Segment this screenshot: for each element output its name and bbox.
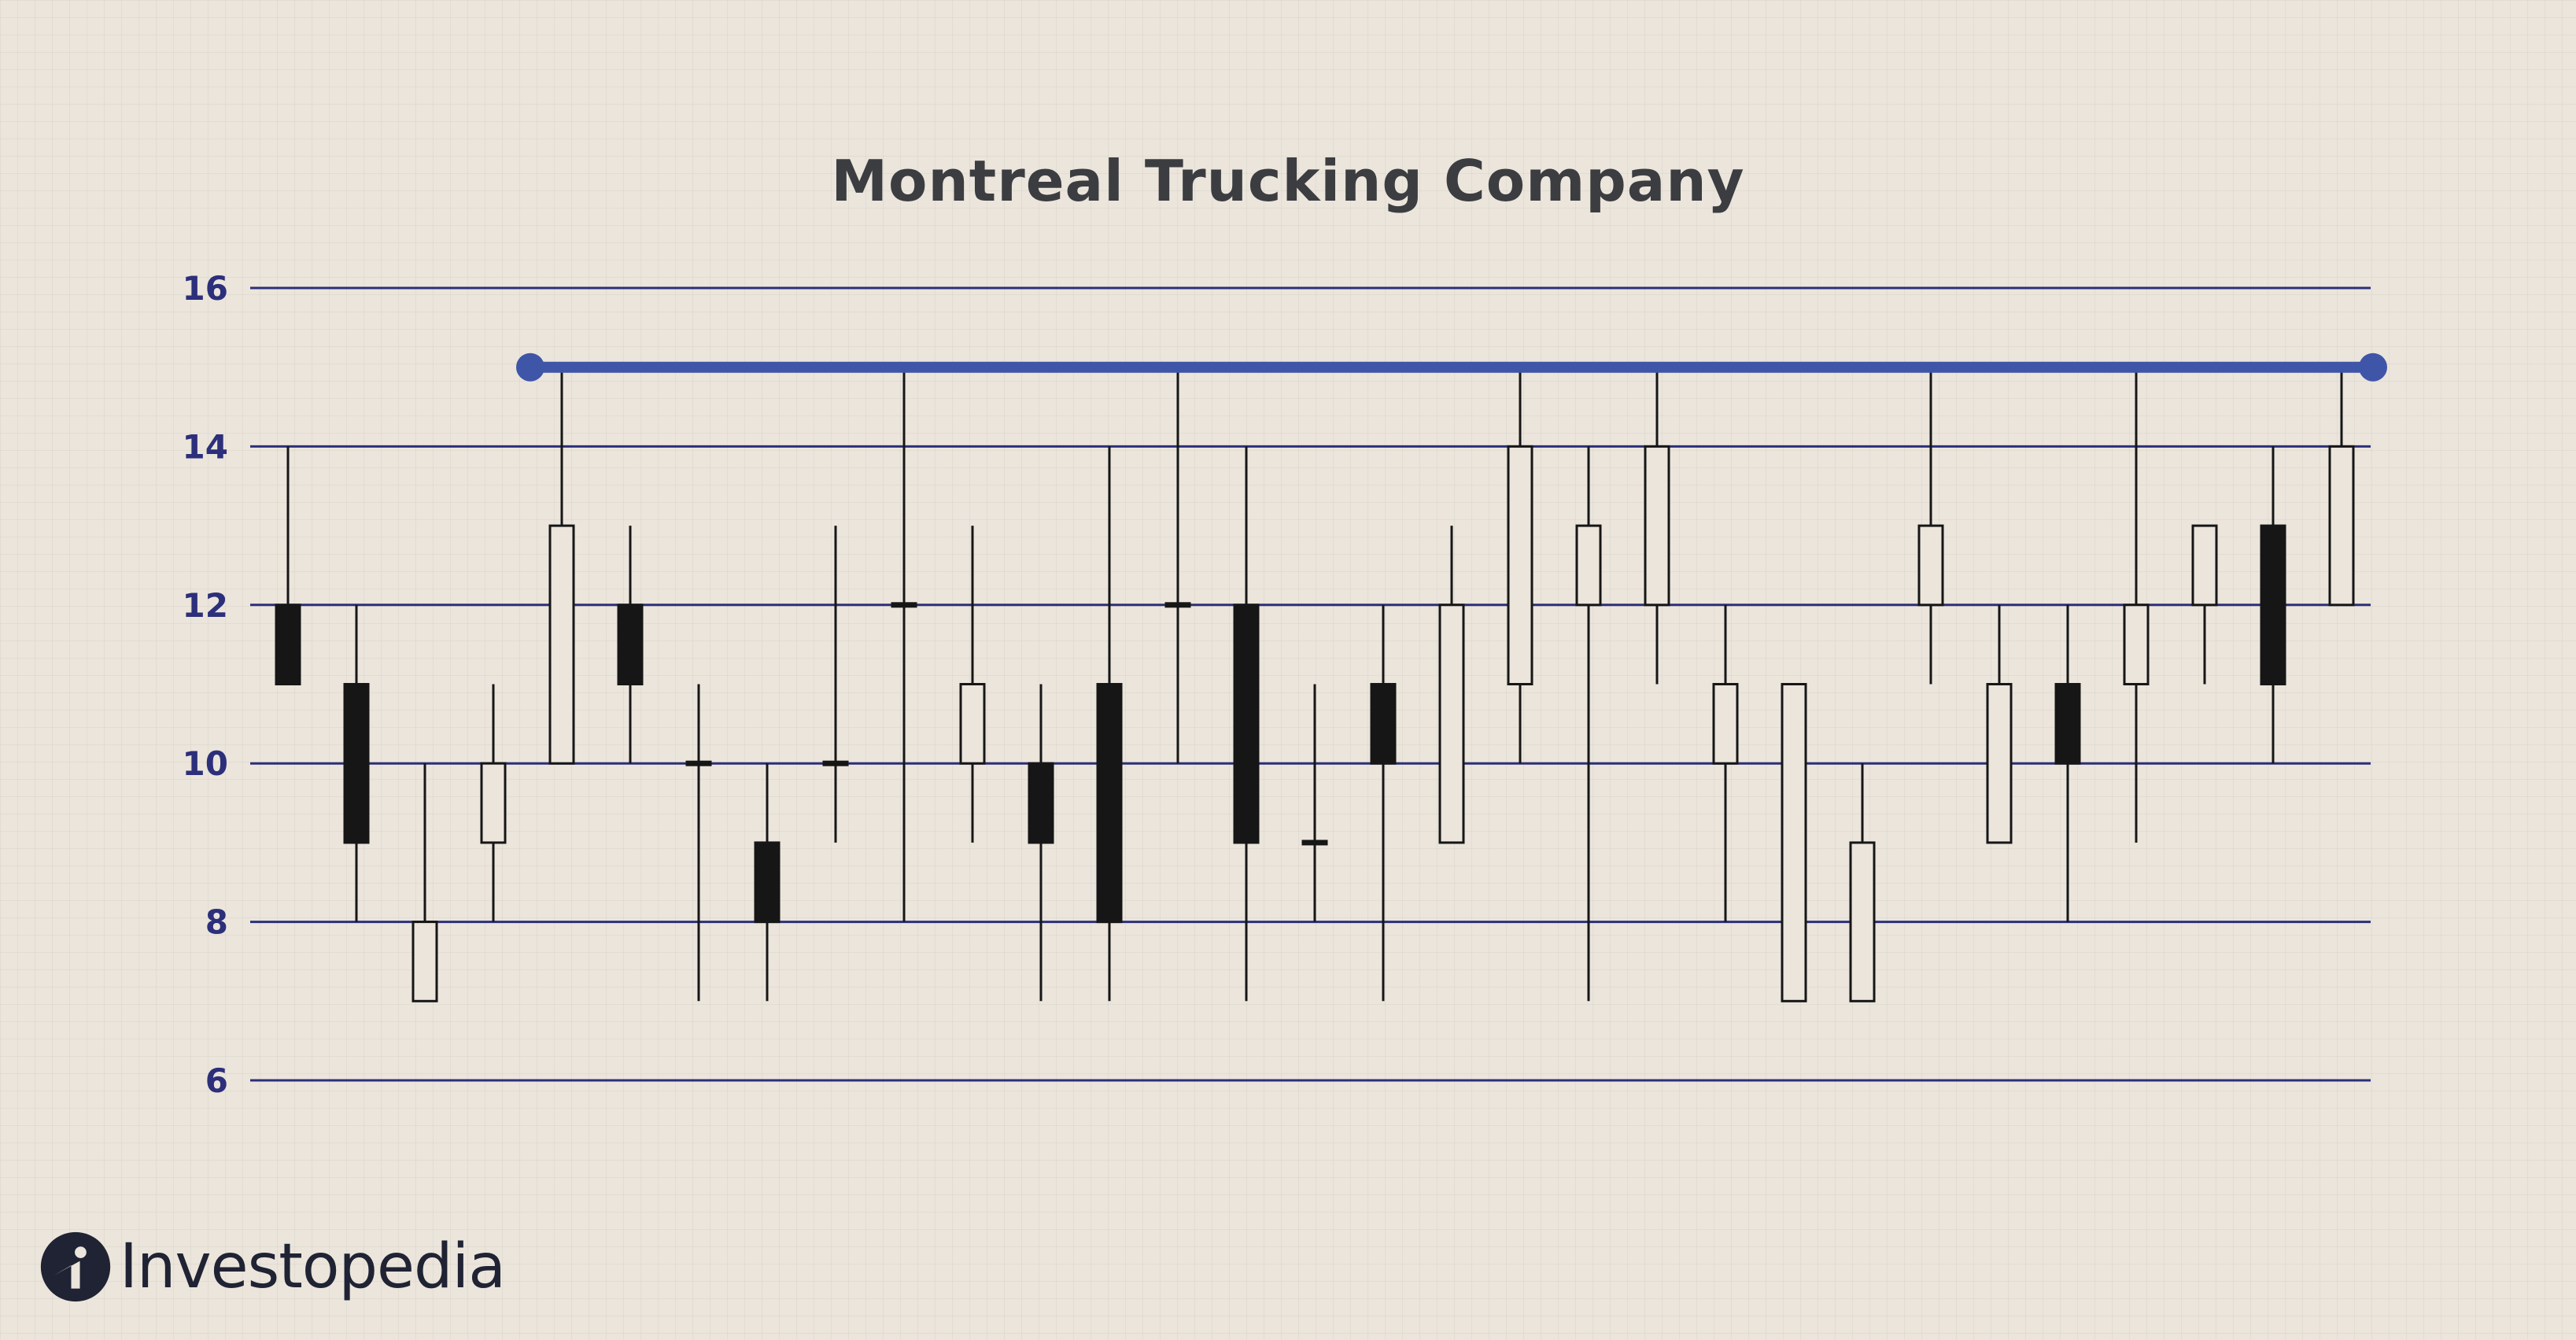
candle-15 (1233, 446, 1260, 1002)
candle-28 (2123, 367, 2150, 843)
candle-body-bullish (1438, 604, 1465, 844)
candle-body-bearish (1233, 604, 1260, 844)
y-tick-label-16: 16 (183, 269, 228, 308)
y-tick-label-12: 12 (183, 586, 228, 625)
candle-body-bullish (1575, 524, 1602, 607)
candle-11 (959, 526, 986, 843)
candle-body-bullish (1849, 841, 1876, 1002)
candle-body-bearish (275, 604, 301, 685)
candle-5 (548, 367, 575, 765)
candle-body-bullish (1507, 445, 1533, 686)
candle-18 (1438, 526, 1465, 844)
candle-body-bearish (2260, 524, 2286, 685)
candle-16 (1301, 684, 1328, 922)
candle-6 (617, 526, 644, 764)
candle-body-bearish (1370, 683, 1397, 765)
candle-7 (685, 684, 712, 1002)
candle-body-bullish (480, 762, 507, 844)
candle-body-bearish (2054, 683, 2081, 765)
y-axis-ticks: 6 8 10 12 14 16 (183, 269, 228, 1100)
candle-21 (1644, 367, 1670, 685)
candle-10 (891, 367, 917, 922)
candle-4 (480, 684, 507, 922)
candle-body-bullish (1781, 683, 1807, 1002)
candle-body-bullish (2328, 445, 2355, 607)
candle-29 (2191, 524, 2218, 685)
candle-body-bullish (822, 760, 849, 766)
candle-body-bullish (2191, 524, 2218, 607)
candle-body-bullish (1301, 840, 1328, 846)
candle-20 (1575, 446, 1602, 1002)
candle-1 (275, 446, 301, 685)
candle-24 (1849, 763, 1876, 1002)
candle-body-bearish (617, 604, 644, 685)
candle-17 (1370, 604, 1397, 1002)
candle-body-bullish (1917, 524, 1944, 607)
logo-wordmark: Investopedia (120, 1231, 506, 1302)
candle-body-bullish (1712, 683, 1739, 765)
y-tick-label-8: 8 (205, 903, 228, 942)
candle-body-bullish (959, 683, 986, 765)
candle-body-bearish (1096, 683, 1123, 924)
resistance-line-end-dot (2359, 353, 2387, 382)
candle-body-bullish (1164, 602, 1191, 608)
candle-2 (343, 604, 370, 922)
candle-19 (1507, 367, 1533, 764)
candle-27 (2054, 604, 2081, 922)
y-tick-label-6: 6 (205, 1061, 228, 1100)
candle-body-bullish (891, 602, 917, 608)
candle-body-bearish (754, 841, 781, 924)
candle-body-bullish (685, 760, 712, 766)
candle-8 (754, 763, 781, 1002)
chart-title: Montreal Trucking Company (831, 148, 1745, 214)
investopedia-logo: Investopedia (39, 1227, 506, 1306)
candle-13 (1096, 446, 1123, 1002)
candle-body-bullish (2123, 604, 2150, 685)
y-tick-label-10: 10 (183, 744, 228, 783)
candle-26 (1986, 604, 2013, 844)
candle-body-bullish (411, 921, 438, 1002)
resistance-line-group (516, 353, 2387, 382)
gridlines (250, 286, 2371, 1082)
candle-14 (1164, 367, 1191, 764)
candle-31 (2328, 367, 2355, 607)
investopedia-logo-icon (40, 1231, 111, 1302)
candle-body-bearish (1028, 762, 1054, 844)
candle-25 (1917, 367, 1944, 685)
candle-23 (1781, 683, 1807, 1002)
candles (275, 367, 2355, 1002)
candle-30 (2260, 446, 2286, 764)
y-tick-label-14: 14 (183, 427, 228, 466)
candle-body-bearish (343, 683, 370, 844)
candle-12 (1028, 684, 1054, 1002)
candle-22 (1712, 604, 1739, 922)
candle-body-bullish (1986, 683, 2013, 844)
candle-9 (822, 526, 849, 843)
candle-body-bullish (548, 524, 575, 765)
candle-3 (411, 763, 438, 1002)
candle-body-bullish (1644, 445, 1670, 607)
resistance-line-start-dot (516, 353, 544, 382)
